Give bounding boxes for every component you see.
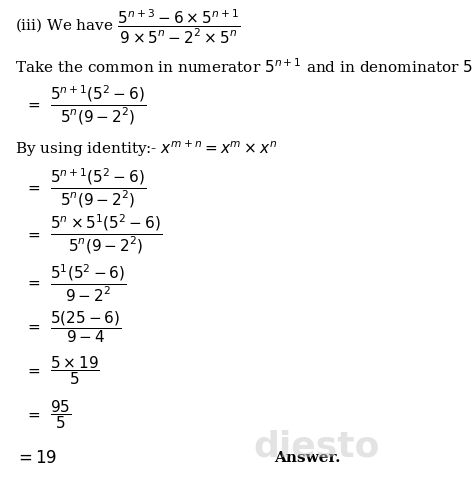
Text: $\dfrac{5^1(5^2-6)}{9-2^2}$: $\dfrac{5^1(5^2-6)}{9-2^2}$	[50, 262, 127, 303]
Text: $=19$: $=19$	[15, 450, 57, 467]
Text: By using identity:- $x^{m+n}=x^m\times x^n$: By using identity:- $x^{m+n}=x^m\times x…	[15, 139, 277, 159]
Text: $=$: $=$	[26, 364, 42, 378]
Text: $\dfrac{5^{n+1}(5^2-6)}{5^n(9-2^2)}$: $\dfrac{5^{n+1}(5^2-6)}{5^n(9-2^2)}$	[50, 84, 147, 127]
Text: $=$: $=$	[26, 408, 42, 422]
Text: $\dfrac{5 \times 19}{5}$: $\dfrac{5 \times 19}{5}$	[50, 354, 100, 387]
Text: (iii) We have $\dfrac{5^{n+3}-6\times 5^{n+1}}{9\times5^n-2^2\times 5^n}$: (iii) We have $\dfrac{5^{n+3}-6\times 5^…	[15, 8, 240, 46]
Text: $=$: $=$	[26, 228, 42, 242]
Text: $=$: $=$	[26, 181, 42, 195]
Text: $\dfrac{5^{n+1}(5^2-6)}{5^n(9-2^2)}$: $\dfrac{5^{n+1}(5^2-6)}{5^n(9-2^2)}$	[50, 167, 147, 210]
Text: Answer.: Answer.	[274, 451, 340, 465]
Text: $\dfrac{5^n \times 5^1(5^2-6)}{5^n(9-2^2)}$: $\dfrac{5^n \times 5^1(5^2-6)}{5^n(9-2^2…	[50, 213, 163, 256]
Text: $=$: $=$	[26, 98, 42, 112]
Text: $\dfrac{95}{5}$: $\dfrac{95}{5}$	[50, 398, 72, 431]
Text: $=$: $=$	[26, 320, 42, 334]
Text: diesto: diesto	[253, 429, 379, 463]
Text: Take the common in numerator $5^{n+1}$ and in denominator $5^n$: Take the common in numerator $5^{n+1}$ a…	[15, 57, 473, 76]
Text: $\dfrac{5(25-6)}{9-4}$: $\dfrac{5(25-6)}{9-4}$	[50, 309, 122, 345]
Text: $=$: $=$	[26, 276, 42, 290]
